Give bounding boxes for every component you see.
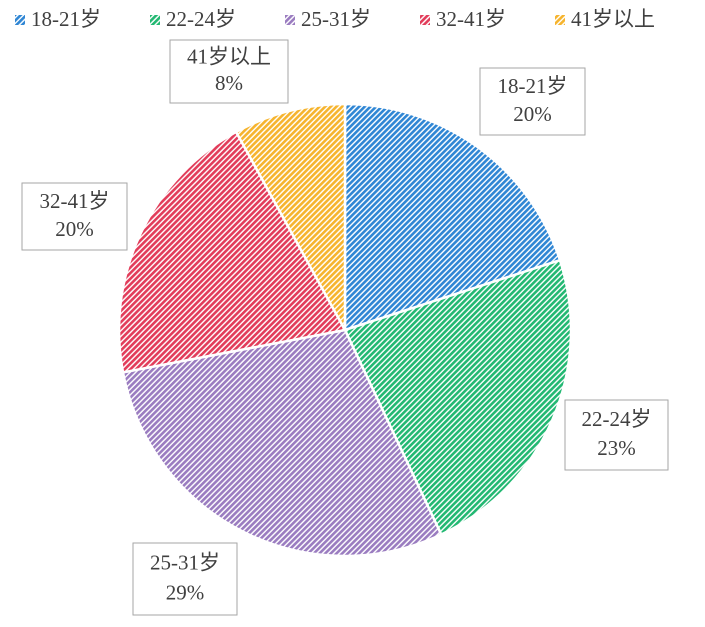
data-callout: 22-24岁 23% [564,399,669,471]
legend-swatch [285,15,295,25]
data-label: 23% [597,436,636,460]
callout-box [479,67,586,136]
data-label: 20% [513,102,552,126]
data-label: 8% [215,71,243,95]
callout-category: 32-41岁 [40,189,110,213]
legend-label: 32-41岁 [436,7,506,31]
legend-swatch [150,15,160,25]
legend-label: 22-24岁 [166,7,236,31]
data-callout: 18-21岁 20% [479,67,586,136]
pie-slice [117,130,347,374]
callout-category: 25-31岁 [150,550,220,574]
pie-slice [234,102,347,331]
legend-swatch [555,15,565,25]
pie-slice [343,102,562,332]
legend-label: 41岁以上 [571,7,655,31]
legend-swatch [420,15,430,25]
legend-label: 18-21岁 [31,7,101,31]
callout-box [132,542,238,616]
callout-box [21,182,128,251]
data-callout: 32-41岁 20% [21,182,128,251]
legend-item: 22-24岁 [150,7,236,31]
data-label: 29% [166,581,205,605]
callout-category: 18-21岁 [498,74,568,98]
data-label: 20% [55,217,94,241]
callout-category: 22-24岁 [582,407,652,431]
legend-swatch [15,15,25,25]
callout-box [169,39,289,104]
pie-slice [343,258,573,537]
legend-item: 41岁以上 [555,7,655,31]
legend-label: 25-31岁 [301,7,371,31]
legend-item: 25-31岁 [285,7,371,31]
legend-item: 18-21岁 [15,7,101,31]
data-callout: 25-31岁 29% [132,542,238,616]
legend-item: 32-41岁 [420,7,506,31]
callout-category: 41岁以上 [187,45,271,69]
pie-slice [121,328,443,558]
callout-box [564,399,669,471]
